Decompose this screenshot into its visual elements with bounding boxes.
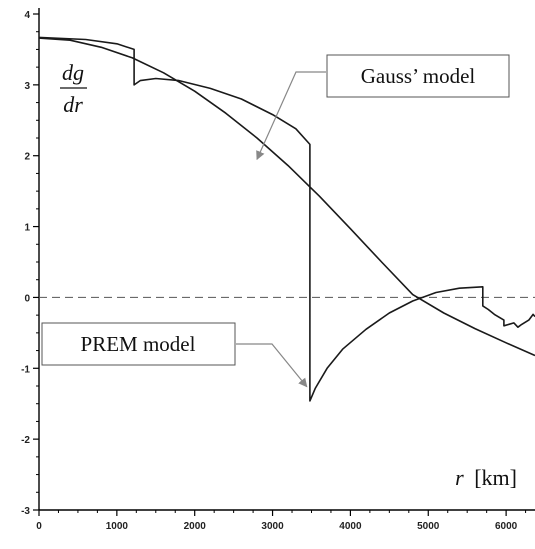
x-tick-label: 6000 xyxy=(495,521,518,532)
prem-annotation-label: PREM model xyxy=(81,332,196,356)
y-axis-label-denominator: dr xyxy=(63,92,83,117)
gauss-annotation-label: Gauss’ model xyxy=(361,64,476,88)
x-tick-label: 1000 xyxy=(106,521,129,532)
y-axis-label-numerator: dg xyxy=(62,60,84,85)
y-tick-label: -1 xyxy=(21,364,30,375)
y-tick-label: 0 xyxy=(24,293,30,304)
y-tick-label: -3 xyxy=(21,506,30,517)
x-tick-label: 2000 xyxy=(184,521,207,532)
x-axis-label-var: r xyxy=(455,465,464,490)
axes: -3 -2 -1 0 1 2 3 4 0 1000 2000 3000 4000 5000 6000 xyxy=(21,8,535,532)
gauss-model-line xyxy=(38,37,535,357)
x-axis-label-unit: [km] xyxy=(474,465,517,490)
prem-annotation-arrow xyxy=(236,343,308,388)
y-tick-label: 3 xyxy=(24,81,30,92)
gauss-annotation-box xyxy=(326,54,510,98)
prem-annotation-box xyxy=(41,322,236,366)
x-tick-label: 5000 xyxy=(417,521,440,532)
x-tick-label: 0 xyxy=(36,521,42,532)
series-layer xyxy=(38,36,535,402)
y-tick-label: 4 xyxy=(24,10,30,21)
x-tick-label: 4000 xyxy=(339,521,362,532)
y-tick-label: -2 xyxy=(21,435,30,446)
prem-annotation: PREM model xyxy=(41,322,308,388)
x-tick-label: 3000 xyxy=(261,521,284,532)
y-axis-label: dg dr xyxy=(60,60,87,117)
x-axis-label: r [km] xyxy=(455,465,517,490)
prem-model-line xyxy=(38,36,535,402)
y-tick-label: 1 xyxy=(24,223,30,234)
y-tick-label: 2 xyxy=(24,152,30,163)
gauss-annotation-arrow xyxy=(256,71,326,161)
gauss-annotation: Gauss’ model xyxy=(256,54,510,161)
